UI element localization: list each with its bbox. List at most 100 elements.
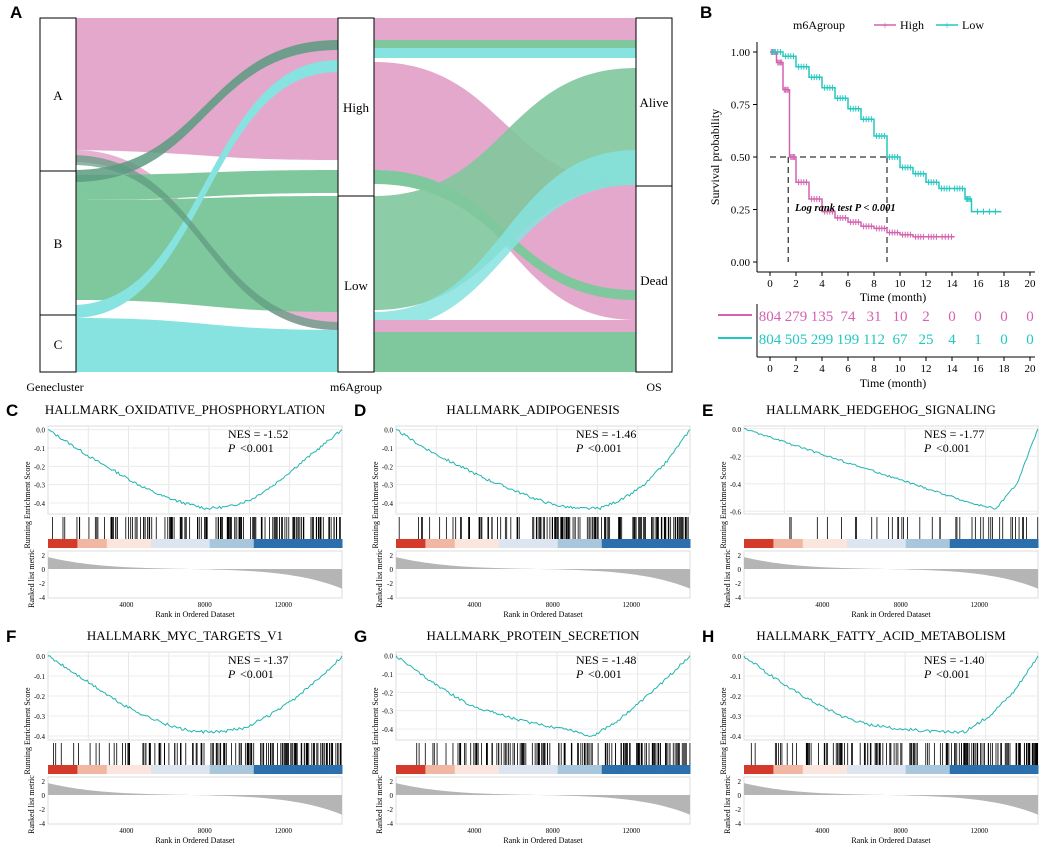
heat-cell — [817, 539, 826, 548]
heat-cell — [832, 539, 841, 548]
rank-xtick-label: 4000 — [467, 827, 482, 835]
rank-density — [744, 783, 1038, 815]
heat-cell — [484, 765, 493, 774]
heat-cell — [513, 539, 522, 548]
heat-cell — [106, 539, 115, 548]
heat-cell — [268, 539, 277, 548]
rank-xtick-label: 8000 — [894, 827, 909, 835]
heat-cell — [440, 765, 448, 774]
rank-ytick-label: 2 — [390, 552, 394, 560]
rank-density — [48, 557, 342, 589]
rank-xtick-label: 8000 — [198, 601, 213, 609]
es-ylabel: Running Enrichment Score — [371, 461, 380, 549]
heat-cell — [587, 765, 595, 774]
panel-label-d: D — [354, 401, 366, 420]
es-curve — [395, 655, 691, 737]
heat-cell — [751, 765, 760, 774]
node-cluster-b — [39, 170, 77, 316]
rank-ylabel: Ranked list metric — [723, 549, 732, 608]
km-ylabel: Survival probability — [708, 109, 722, 205]
heat-cell — [579, 765, 588, 774]
es-ytick-label: -0.4 — [382, 500, 394, 508]
es-ytick-label: -0.3 — [34, 482, 46, 490]
risk-xtick-label: 16 — [973, 363, 985, 375]
heat-cell — [876, 765, 885, 774]
heat-cell — [528, 765, 537, 774]
heat-cell — [246, 765, 255, 774]
flow-high-alive-green — [374, 40, 636, 48]
heat-cell — [396, 765, 404, 774]
gsea-panel-c: C HALLMARK_OXIDATIVE_PHOSPHORYLATION 0.0 -0… — [6, 401, 343, 619]
es-ytick-label: -0.3 — [382, 708, 394, 716]
rank-ytick-label: -4 — [735, 594, 741, 602]
heat-cell — [224, 539, 233, 548]
heat-cell — [616, 765, 625, 774]
km-xtick-label: 14 — [947, 278, 959, 290]
gsea-panel-e: E HALLMARK_HEDGEHOG_SIGNALING 0.0 -0.2 -0.4 -… — [702, 401, 1039, 619]
heat-cell — [312, 539, 321, 548]
risk-count-high: 74 — [841, 309, 857, 325]
heat-cell — [187, 765, 196, 774]
rank-xtick-label: 8000 — [546, 827, 561, 835]
heat-cell — [319, 765, 328, 774]
node-cluster-c — [39, 314, 77, 373]
heat-cell — [55, 765, 64, 774]
heat-cell — [780, 539, 789, 548]
heat-cell — [520, 765, 529, 774]
heat-cell — [172, 539, 181, 548]
risk-xtick-label: 6 — [845, 363, 851, 375]
heat-cell — [180, 765, 189, 774]
rank-ytick-label: 0 — [42, 792, 46, 800]
risk-count-low: 67 — [893, 332, 909, 348]
es-ytick-label: -0.4 — [382, 726, 394, 734]
gsea-title: HALLMARK_FATTY_ACID_METABOLISM — [756, 628, 1006, 643]
es-ytick-label: -0.6 — [730, 508, 742, 516]
rank-ylabel: Ranked list metric — [375, 775, 384, 834]
heat-cell — [261, 539, 269, 548]
heat-cell — [616, 539, 625, 548]
rank-ytick-label: -4 — [387, 594, 393, 602]
km-xtick-label: 0 — [767, 278, 773, 290]
heat-cell — [1008, 539, 1017, 548]
heat-cell — [297, 765, 306, 774]
flow-high-alive-cyan — [374, 48, 636, 58]
heat-cell — [920, 539, 929, 548]
heat-cell — [114, 765, 122, 774]
heat-cell — [513, 765, 522, 774]
heat-cell — [92, 765, 100, 774]
es-ytick-label: -0.1 — [34, 673, 46, 681]
heat-cell — [231, 539, 240, 548]
heat-cell — [469, 765, 478, 774]
rank-xlabel: Rank in Ordered Dataset — [503, 836, 583, 845]
heat-cell — [195, 765, 203, 774]
heat-cell — [410, 539, 419, 548]
risk-xlabel: Time (month) — [860, 376, 927, 390]
p-label: P — [575, 441, 584, 455]
heat-cell — [440, 539, 448, 548]
heat-cell — [927, 765, 936, 774]
heat-cell — [77, 765, 86, 774]
rank-ytick-label: -2 — [39, 806, 45, 814]
heat-cell — [165, 765, 174, 774]
heat-cell — [971, 539, 980, 548]
heat-cell — [920, 765, 929, 774]
heat-cell — [817, 765, 826, 774]
heat-cell — [217, 765, 225, 774]
heat-cell — [128, 539, 137, 548]
heat-cell — [447, 539, 456, 548]
rank-xtick-label: 8000 — [546, 601, 561, 609]
heat-cell — [667, 765, 676, 774]
heat-cell — [1023, 765, 1032, 774]
rank-ytick-label: 2 — [738, 778, 742, 786]
heat-cell — [209, 539, 218, 548]
heat-cell — [283, 539, 292, 548]
risk-count-high: 0 — [1026, 309, 1034, 325]
pval-text: <0.001 — [240, 667, 274, 681]
heat-cell — [432, 539, 441, 548]
flow-b-high-dark — [76, 40, 338, 182]
risk-count-high: 135 — [811, 309, 834, 325]
legend-low-plus: + — [944, 18, 951, 32]
heat-cell — [645, 765, 654, 774]
heat-cell — [788, 765, 796, 774]
heat-cell — [447, 765, 456, 774]
